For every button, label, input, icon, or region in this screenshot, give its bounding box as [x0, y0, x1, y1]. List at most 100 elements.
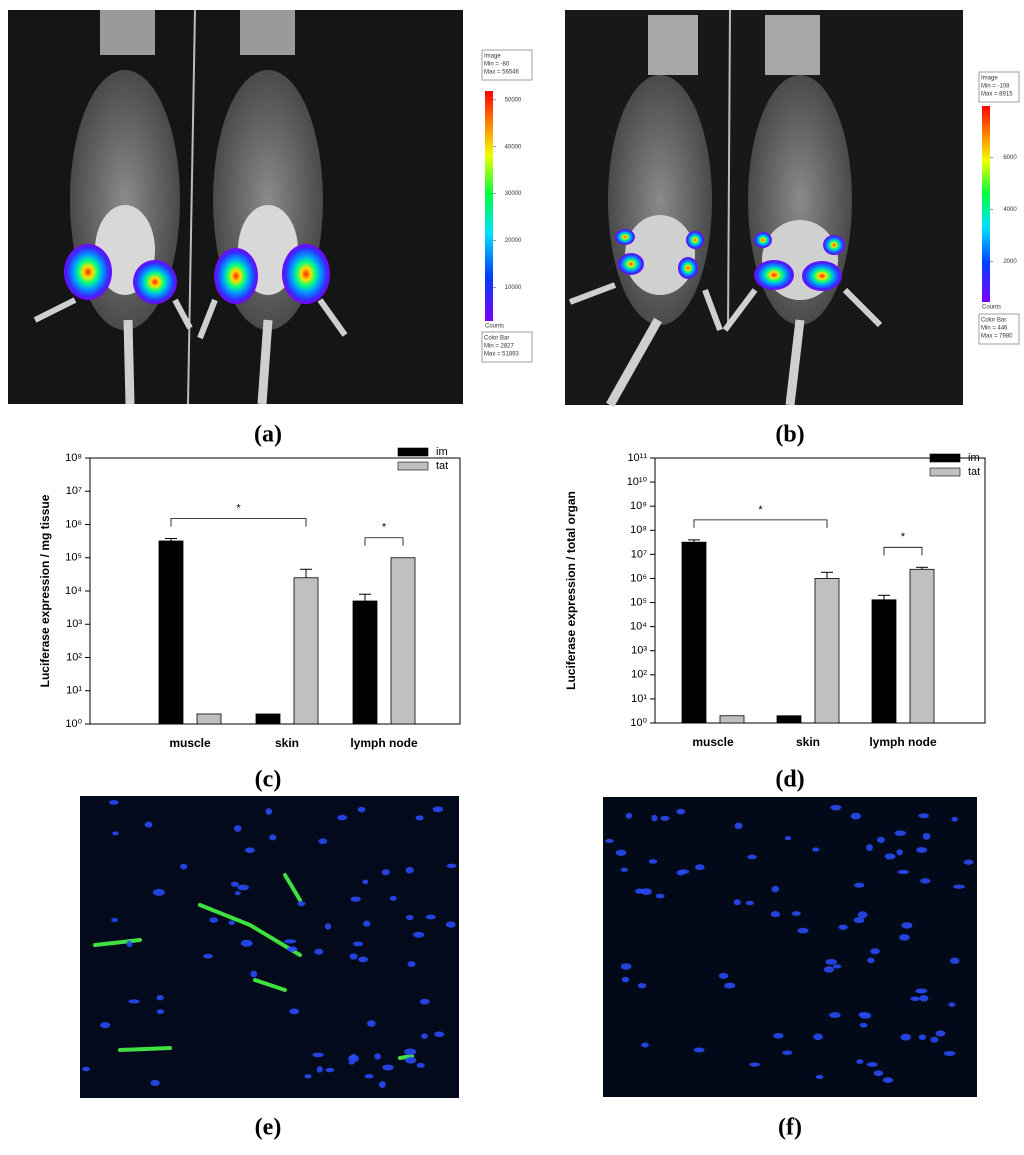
legend-swatch — [929, 467, 961, 477]
nucleus — [897, 869, 909, 875]
colorbar-footer: Color Bar — [484, 336, 509, 342]
colorbar-footer: Max = 7980 — [981, 334, 1013, 340]
nucleus — [404, 1056, 417, 1064]
nucleus — [918, 1034, 926, 1041]
nucleus — [180, 863, 188, 870]
nucleus — [901, 922, 913, 929]
nucleus — [866, 1062, 878, 1067]
nucleus — [784, 835, 792, 841]
nucleus — [109, 800, 119, 805]
nucleus — [637, 982, 647, 989]
nucleus — [876, 836, 885, 843]
nucleus — [910, 996, 920, 1002]
nucleus — [209, 917, 219, 923]
nucleus — [416, 1062, 425, 1068]
y-tick-label: 10³ — [631, 645, 647, 657]
nucleus — [378, 1081, 386, 1088]
bar — [293, 577, 319, 725]
nucleus — [773, 1032, 784, 1039]
nucleus — [237, 884, 250, 891]
legend-swatch — [397, 447, 429, 457]
nucleus — [830, 804, 842, 811]
nucleus — [745, 900, 755, 906]
nucleus — [771, 885, 780, 893]
nucleus — [203, 953, 213, 959]
y-tick-label: 10¹¹ — [627, 452, 647, 464]
nucleus — [660, 815, 670, 821]
nucleus — [144, 821, 153, 828]
nucleus — [150, 1079, 160, 1086]
significance-bracket — [693, 519, 828, 528]
nucleus — [100, 1022, 111, 1029]
colorbar-footer-box — [978, 313, 1020, 345]
y-tick-label: 10⁷ — [631, 548, 647, 560]
nucleus — [318, 838, 328, 845]
nucleus — [415, 815, 424, 821]
nucleus — [362, 879, 369, 885]
y-axis-label: Luciferase expression / mg tissue — [38, 494, 52, 687]
y-tick-label: 10² — [66, 651, 82, 663]
bar — [196, 713, 222, 725]
nucleus — [112, 831, 119, 836]
bar — [909, 568, 935, 724]
x-tick-label: lymph node — [350, 736, 418, 750]
nucleus — [655, 893, 665, 899]
bar — [390, 557, 416, 725]
legend-label: im — [436, 446, 448, 458]
y-tick-label: 10⁹ — [630, 500, 647, 512]
bar — [814, 578, 840, 724]
bar — [255, 713, 281, 725]
nucleus — [949, 957, 960, 964]
nucleus — [364, 1073, 374, 1079]
legend-label: tat — [436, 460, 448, 472]
nucleus — [857, 911, 868, 919]
nucleus — [324, 923, 332, 930]
nucleus — [856, 1059, 864, 1064]
nucleus — [813, 1033, 823, 1041]
nucleus — [349, 953, 358, 960]
colorbar-footer-box — [481, 331, 533, 363]
nucleus — [413, 931, 425, 938]
y-tick-label: 10⁵ — [630, 596, 647, 608]
colorbar-unit: Counts — [982, 305, 1001, 311]
nucleus — [676, 870, 686, 876]
significance-label: * — [382, 522, 387, 534]
y-tick-label: 10⁸ — [65, 452, 82, 464]
nucleus — [381, 869, 390, 876]
nucleus — [894, 830, 907, 836]
nucleus — [823, 966, 835, 973]
bar — [681, 541, 707, 724]
nucleus — [350, 896, 361, 902]
y-tick-label: 10³ — [66, 618, 82, 630]
nucleus — [859, 1022, 868, 1028]
colorbar-tick-label: 30000 — [505, 191, 522, 197]
nucleus — [873, 1070, 884, 1077]
colorbar-header: Max = 8915 — [981, 92, 1013, 98]
nucleus — [234, 825, 242, 832]
nucleus — [724, 982, 736, 989]
nucleus — [126, 940, 133, 948]
nucleus — [156, 995, 164, 1001]
nucleus — [407, 961, 416, 967]
x-tick-label: skin — [796, 735, 820, 749]
nucleus — [352, 941, 364, 947]
panel-label: (f) — [778, 1115, 802, 1141]
nucleus — [434, 1031, 445, 1038]
nucleus — [347, 1055, 360, 1062]
nucleus — [304, 1074, 312, 1079]
nucleus — [128, 999, 140, 1004]
nucleus — [337, 814, 348, 821]
nucleus — [312, 1052, 324, 1058]
nucleus — [832, 964, 842, 969]
nucleus — [362, 920, 371, 927]
nucleus — [228, 920, 235, 926]
y-tick-label: 10¹ — [631, 693, 647, 705]
nucleus — [620, 963, 632, 970]
nucleus — [920, 878, 931, 884]
nucleus — [230, 881, 239, 887]
y-tick-label: 10² — [631, 669, 647, 681]
y-tick-label: 10⁷ — [66, 485, 82, 497]
legend-label: tat — [968, 466, 980, 478]
